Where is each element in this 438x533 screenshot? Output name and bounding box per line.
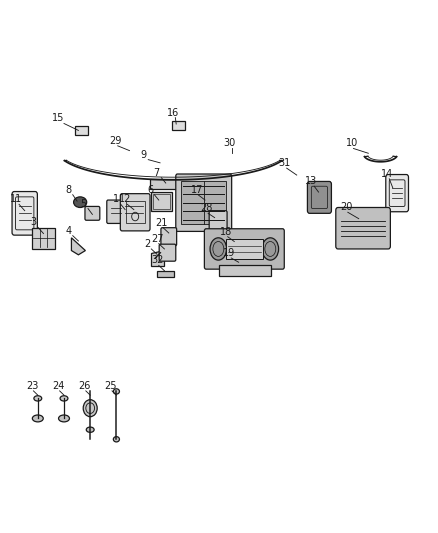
Ellipse shape xyxy=(60,395,68,401)
FancyBboxPatch shape xyxy=(107,200,123,223)
Text: 9: 9 xyxy=(141,150,147,160)
Bar xyxy=(157,271,174,277)
Ellipse shape xyxy=(32,415,43,422)
Text: 20: 20 xyxy=(340,203,353,212)
Text: 2: 2 xyxy=(144,239,150,249)
Text: 15: 15 xyxy=(52,114,64,124)
FancyBboxPatch shape xyxy=(159,244,176,261)
FancyBboxPatch shape xyxy=(336,207,390,249)
FancyBboxPatch shape xyxy=(120,193,150,231)
FancyBboxPatch shape xyxy=(386,174,409,212)
Text: 6: 6 xyxy=(147,185,153,195)
Text: 19: 19 xyxy=(223,248,236,258)
Ellipse shape xyxy=(210,238,226,260)
Text: 11: 11 xyxy=(11,195,22,204)
FancyBboxPatch shape xyxy=(121,196,147,228)
Text: 30: 30 xyxy=(223,139,236,149)
FancyBboxPatch shape xyxy=(176,174,232,231)
Text: 10: 10 xyxy=(346,139,358,149)
Text: 23: 23 xyxy=(26,381,39,391)
Ellipse shape xyxy=(262,238,279,260)
FancyBboxPatch shape xyxy=(161,228,177,246)
PathPatch shape xyxy=(71,238,85,255)
Ellipse shape xyxy=(83,400,97,417)
PathPatch shape xyxy=(151,250,164,266)
Bar xyxy=(150,179,179,189)
Text: 17: 17 xyxy=(191,185,203,195)
Text: 31: 31 xyxy=(279,158,291,168)
Bar xyxy=(181,181,226,224)
Ellipse shape xyxy=(59,415,70,422)
Bar xyxy=(226,239,263,259)
Text: 7: 7 xyxy=(153,168,160,177)
Text: 32: 32 xyxy=(151,255,164,265)
Ellipse shape xyxy=(74,197,87,207)
Text: 18: 18 xyxy=(220,227,232,237)
Text: 8: 8 xyxy=(65,185,71,195)
Text: 12: 12 xyxy=(120,195,132,204)
Bar xyxy=(32,228,55,249)
Text: 16: 16 xyxy=(166,108,179,118)
Ellipse shape xyxy=(113,437,120,442)
Bar xyxy=(219,265,271,276)
FancyBboxPatch shape xyxy=(85,206,100,220)
Text: 14: 14 xyxy=(381,169,394,179)
Bar xyxy=(153,195,170,209)
FancyBboxPatch shape xyxy=(205,229,284,269)
FancyBboxPatch shape xyxy=(209,211,227,230)
Bar xyxy=(172,122,185,130)
Bar xyxy=(151,192,172,211)
Bar xyxy=(126,201,145,223)
Bar xyxy=(75,126,88,135)
Text: 25: 25 xyxy=(105,381,117,391)
Ellipse shape xyxy=(34,395,42,401)
Text: 5: 5 xyxy=(80,199,86,208)
Text: 3: 3 xyxy=(30,217,36,227)
Text: 4: 4 xyxy=(65,225,71,236)
Text: 13: 13 xyxy=(305,176,318,186)
Ellipse shape xyxy=(86,427,94,432)
Text: 28: 28 xyxy=(201,203,213,213)
Ellipse shape xyxy=(113,389,120,394)
Text: 24: 24 xyxy=(52,381,64,391)
Text: 1: 1 xyxy=(113,195,120,204)
Text: 26: 26 xyxy=(78,381,91,391)
Text: 29: 29 xyxy=(109,136,121,146)
Text: 21: 21 xyxy=(155,217,168,228)
FancyBboxPatch shape xyxy=(12,191,37,235)
Text: 27: 27 xyxy=(151,233,164,244)
FancyBboxPatch shape xyxy=(307,181,332,213)
